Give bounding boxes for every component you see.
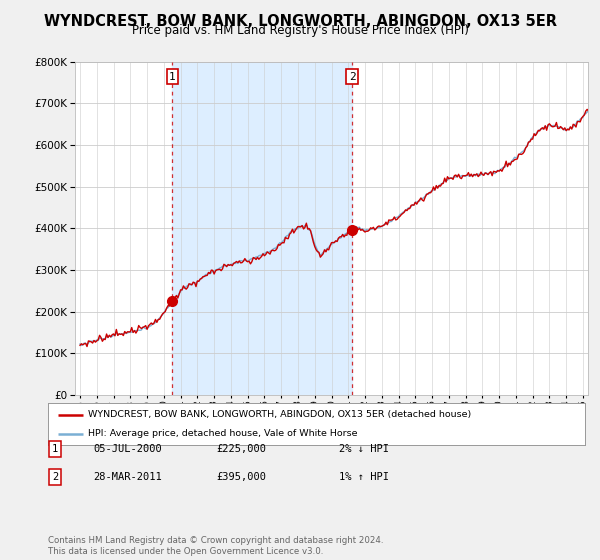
Text: WYNDCREST, BOW BANK, LONGWORTH, ABINGDON, OX13 5ER (detached house): WYNDCREST, BOW BANK, LONGWORTH, ABINGDON… [88, 410, 472, 419]
Text: 2% ↓ HPI: 2% ↓ HPI [339, 444, 389, 454]
Text: 1% ↑ HPI: 1% ↑ HPI [339, 472, 389, 482]
Bar [172, 62, 352, 395]
Text: 05-JUL-2000: 05-JUL-2000 [93, 444, 162, 454]
Text: Contains HM Land Registry data © Crown copyright and database right 2024.
This d: Contains HM Land Registry data © Crown c… [48, 536, 383, 556]
Text: Price paid vs. HM Land Registry's House Price Index (HPI): Price paid vs. HM Land Registry's House … [131, 24, 469, 37]
Text: 2: 2 [52, 472, 58, 482]
Text: 1: 1 [169, 72, 176, 82]
Text: 1: 1 [52, 444, 58, 454]
Text: WYNDCREST, BOW BANK, LONGWORTH, ABINGDON, OX13 5ER: WYNDCREST, BOW BANK, LONGWORTH, ABINGDON… [44, 14, 557, 29]
Text: 2: 2 [349, 72, 355, 82]
Text: £225,000: £225,000 [216, 444, 266, 454]
Text: £395,000: £395,000 [216, 472, 266, 482]
Text: HPI: Average price, detached house, Vale of White Horse: HPI: Average price, detached house, Vale… [88, 430, 358, 438]
Text: 28-MAR-2011: 28-MAR-2011 [93, 472, 162, 482]
